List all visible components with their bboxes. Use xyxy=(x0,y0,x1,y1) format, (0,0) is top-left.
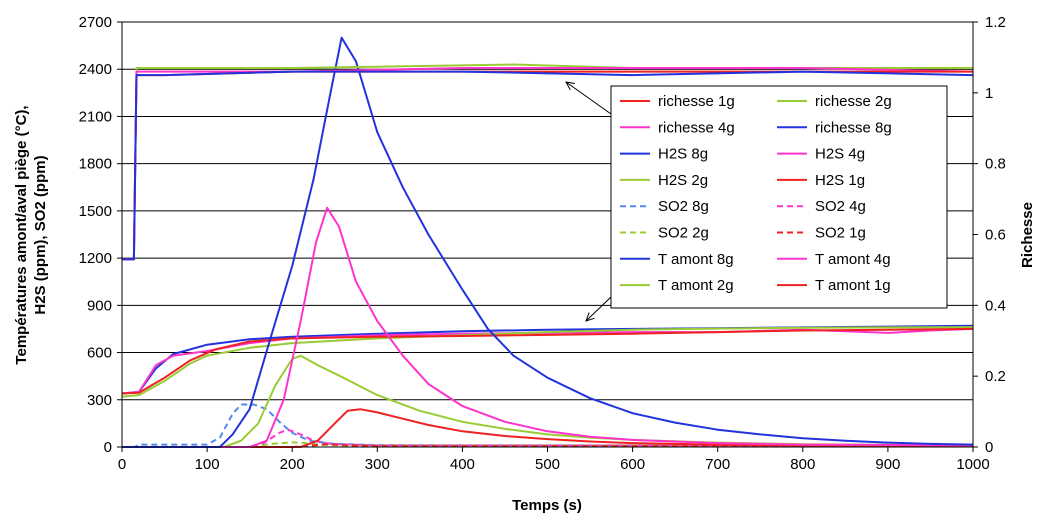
series-line-t-amont-4g xyxy=(121,327,974,395)
y2-tick-label: 0.6 xyxy=(985,227,1006,244)
y-tick-label: 600 xyxy=(87,345,112,362)
series-line-so2-8g xyxy=(122,403,973,448)
x-tick-label: 100 xyxy=(195,456,220,473)
legend-label: H2S 1g xyxy=(815,172,865,189)
series-line-t-amont-1g xyxy=(121,327,974,395)
legend-label: SO2 2g xyxy=(658,225,709,242)
x-tick-label: 200 xyxy=(280,456,305,473)
y2-axis-title: Richesse xyxy=(1019,202,1036,268)
x-tick-label: 400 xyxy=(450,456,475,473)
annotation-arrowhead xyxy=(585,312,595,322)
legend-label: T amont 8g xyxy=(658,251,734,268)
legend: richesse 1g richesse 2g richesse 4g richess… xyxy=(610,85,948,309)
x-tick-label: 300 xyxy=(365,456,390,473)
y-axis-title-line2: H2S (ppm), SO2 (ppm) xyxy=(32,155,49,314)
x-axis-title: Temps (s) xyxy=(512,497,582,514)
y-tick-label: 2100 xyxy=(79,108,112,125)
legend-label: H2S 8g xyxy=(658,146,708,163)
y-tick-label: 1800 xyxy=(79,156,112,173)
legend-label: richesse 8g xyxy=(815,119,892,136)
y-tick-label: 1500 xyxy=(79,203,112,220)
y2-tick-label: 0.2 xyxy=(985,368,1006,385)
x-tick-label: 500 xyxy=(535,456,560,473)
series-lines xyxy=(121,36,974,448)
legend-label: T amont 2g xyxy=(658,277,734,294)
y-axis-title-line1: Températures amont/aval piège (°C), xyxy=(13,105,30,364)
y-tick-label: 0 xyxy=(104,439,112,456)
x-tick-label: 800 xyxy=(790,456,815,473)
legend-label: SO2 4g xyxy=(815,198,866,215)
y2-tick-label: 0.4 xyxy=(985,297,1006,314)
y2-tick-label: 0 xyxy=(985,439,993,456)
legend-label: richesse 1g xyxy=(658,93,735,110)
x-tick-label: 600 xyxy=(620,456,645,473)
legend-label: T amont 1g xyxy=(815,277,891,294)
series-line-t-amont-2g xyxy=(121,326,974,398)
y-tick-label: 1200 xyxy=(79,250,112,267)
x-tick-label: 0 xyxy=(118,456,126,473)
x-tick-label: 900 xyxy=(875,456,900,473)
series-line-h2s-4g xyxy=(122,206,974,448)
legend-label: H2S 4g xyxy=(815,146,865,163)
y-tick-label: 300 xyxy=(87,392,112,409)
y-tick-label: 2700 xyxy=(79,14,112,31)
legend-label: SO2 1g xyxy=(815,225,866,242)
series-line-h2s-1g xyxy=(122,408,974,448)
x-tick-label: 1000 xyxy=(956,456,989,473)
annotation-arrowhead xyxy=(565,81,575,91)
legend-label: richesse 2g xyxy=(815,93,892,110)
annotation-arrows xyxy=(565,81,612,322)
series-line-richesse-8g xyxy=(122,70,974,261)
y-tick-label: 900 xyxy=(87,297,112,314)
annotation-arrow-line xyxy=(585,296,612,322)
legend-box xyxy=(610,85,948,309)
legend-label: richesse 4g xyxy=(658,119,735,136)
y-tick-label: 2400 xyxy=(79,61,112,78)
y2-tick-label: 1.2 xyxy=(985,14,1006,31)
x-tick-label: 700 xyxy=(705,456,730,473)
legend-label: SO2 8g xyxy=(658,198,709,215)
y2-tick-label: 0.8 xyxy=(985,156,1006,173)
axis-ticks: 0 100 200 300 400 500 600 700 800 900 100003006009… xyxy=(79,14,1006,473)
series-line-h2s-8g xyxy=(122,36,974,448)
legend-label: H2S 2g xyxy=(658,172,708,189)
legend-label: T amont 4g xyxy=(815,251,891,268)
annotation-arrow-line xyxy=(565,81,612,115)
y2-tick-label: 1 xyxy=(985,85,993,102)
